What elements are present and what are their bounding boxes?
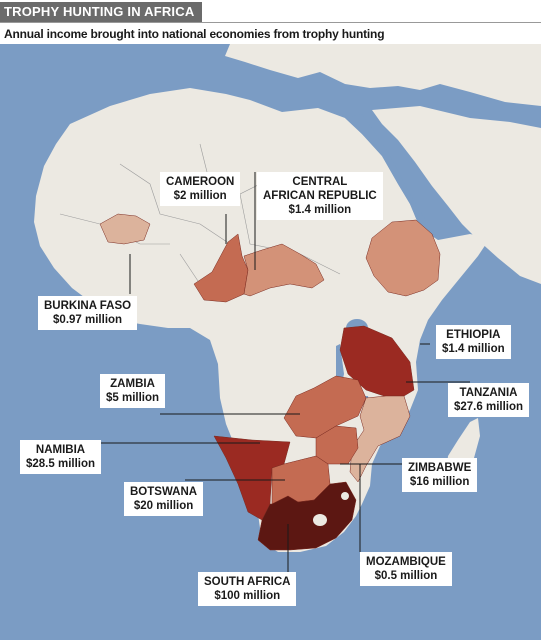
label-tanzania: TANZANIA $27.6 million xyxy=(448,383,530,417)
label-mozambique: MOZAMBIQUE $0.5 million xyxy=(360,552,452,586)
map-subtitle: Annual income brought into national econ… xyxy=(4,27,385,41)
lesotho xyxy=(313,514,327,526)
country-value: $28.5 million xyxy=(26,458,96,470)
country-south-africa xyxy=(257,481,357,551)
map-title: TROPHY HUNTING IN AFRICA xyxy=(0,2,203,22)
country-name: ETHIOPIA xyxy=(446,329,501,341)
country-car xyxy=(243,243,325,297)
label-namibia: NAMIBIA $28.5 million xyxy=(20,440,102,474)
red-sea xyxy=(345,114,428,228)
country-name: ZAMBIA xyxy=(110,378,155,390)
europe-landmass xyxy=(225,44,541,106)
country-mozambique xyxy=(349,395,411,483)
country-name: CENTRAL xyxy=(292,176,348,188)
title-rule xyxy=(0,22,541,23)
label-cameroon: CAMEROON $2 million xyxy=(160,172,241,206)
country-burkina-faso xyxy=(99,213,151,245)
country-value: $1.4 million xyxy=(442,343,505,355)
label-burkina-faso: BURKINA FASO $0.97 million xyxy=(38,296,138,330)
arabia-landmass xyxy=(372,106,541,284)
country-name: ZIMBABWE xyxy=(408,462,472,474)
country-value: $16 million xyxy=(409,476,470,488)
country-name: TANZANIA xyxy=(459,387,518,399)
country-name: MOZAMBIQUE xyxy=(366,556,446,568)
country-value: $2 million xyxy=(173,190,227,202)
leader-lines xyxy=(100,172,470,572)
label-south-africa: SOUTH AFRICA $100 million xyxy=(198,572,297,606)
label-ethiopia: ETHIOPIA $1.4 million xyxy=(436,325,511,359)
country-value: $27.6 million xyxy=(454,401,524,413)
label-zambia: ZAMBIA $5 million xyxy=(100,374,166,408)
country-name: SOUTH AFRICA xyxy=(204,576,291,588)
country-name: AFRICAN REPUBLIC xyxy=(263,190,377,202)
country-value: $5 million xyxy=(106,392,160,404)
country-value: $0.97 million xyxy=(53,314,123,326)
country-ethiopia xyxy=(365,219,441,297)
label-central-african-republic: CENTRAL AFRICAN REPUBLIC $1.4 million xyxy=(257,172,383,220)
swaziland xyxy=(341,492,349,500)
country-value: $0.5 million xyxy=(374,570,438,582)
country-cameroon xyxy=(193,233,249,303)
country-name: BOTSWANA xyxy=(130,486,198,498)
label-zimbabwe: ZIMBABWE $16 million xyxy=(402,458,478,492)
country-value: $100 million xyxy=(214,590,281,602)
label-botswana: BOTSWANA $20 million xyxy=(124,482,204,516)
country-value: $1.4 million xyxy=(288,204,352,216)
country-zambia xyxy=(283,375,367,439)
country-name: BURKINA FASO xyxy=(44,300,132,312)
country-value: $20 million xyxy=(133,500,194,512)
country-name: CAMEROON xyxy=(166,176,235,188)
header: TROPHY HUNTING IN AFRICA Annual income b… xyxy=(0,0,541,44)
country-name: NAMIBIA xyxy=(35,444,86,456)
